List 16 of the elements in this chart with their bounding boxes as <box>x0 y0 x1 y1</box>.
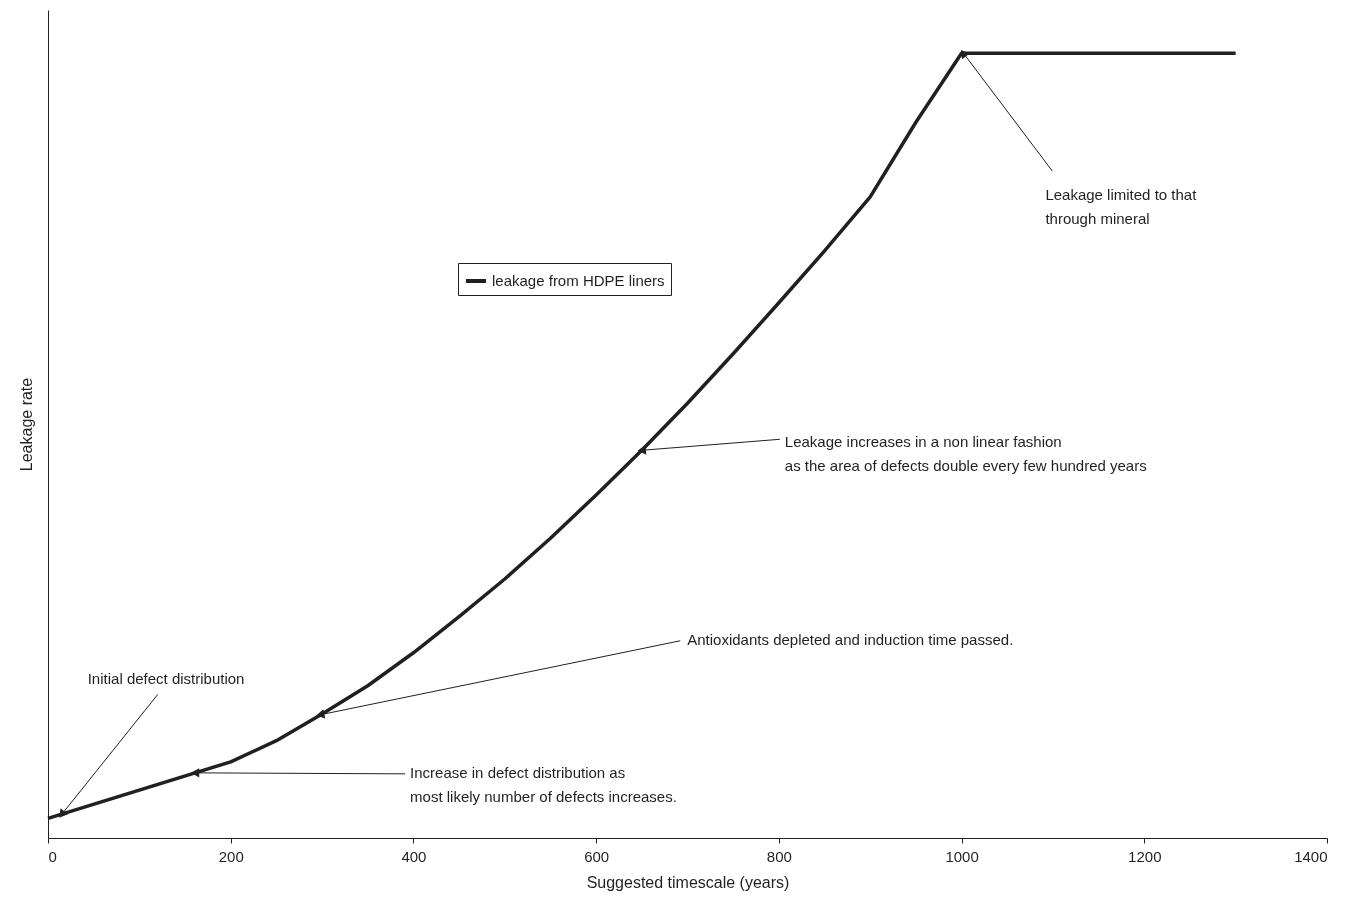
x-tick-label: 200 <box>218 847 244 865</box>
x-tick-label: 400 <box>401 847 427 865</box>
x-tick-label: 600 <box>584 847 610 865</box>
x-axis-title: Suggested timescale (years) <box>586 873 790 891</box>
annotation: Antioxidants depleted and induction time passed. <box>687 630 1014 648</box>
annotation: Leakage limited to that through mineral <box>1045 186 1198 228</box>
x-tick-label: 1400 <box>1294 847 1328 865</box>
x-tick-label: 1200 <box>1128 847 1162 865</box>
x-tick-label: 800 <box>766 847 792 865</box>
x-tick-label: 1000 <box>945 847 979 865</box>
x-tick-label: 0 <box>48 847 57 865</box>
legend-label: leakage from HDPE liners <box>492 272 665 289</box>
annotation: Leakage increases in a non linear fashion as the area of defects double every few hundred years <box>784 433 1147 475</box>
y-axis-title: Leakage rate <box>17 377 35 472</box>
annotation: Initial defect distribution <box>87 670 245 688</box>
annotation: Increase in defect distribution as most likely number of defects increases. <box>410 763 677 805</box>
